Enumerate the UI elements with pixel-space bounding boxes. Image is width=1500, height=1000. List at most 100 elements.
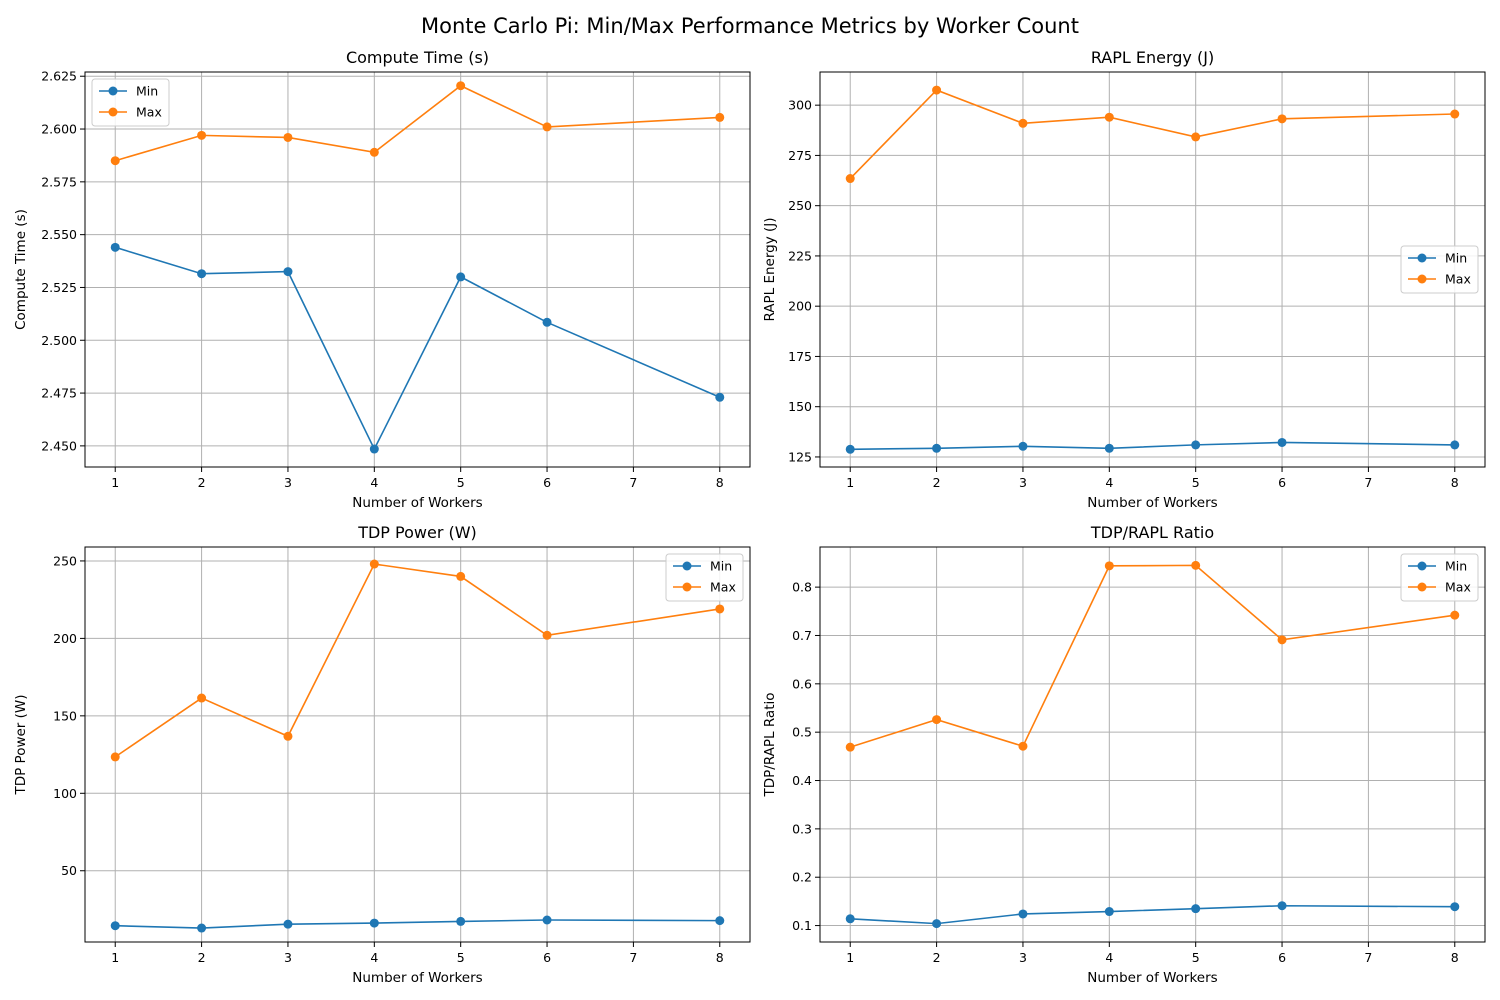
legend: Min Max [91,78,170,127]
legend-label-max: Max [1445,580,1471,595]
legend-marker-max [682,582,692,592]
legend-marker-max [1417,274,1427,284]
axes-frame [819,71,1486,468]
data-point-min [845,444,855,454]
x-tick-label: 2 [933,475,941,490]
y-tick-label: 0.6 [792,676,812,691]
x-tick-label: 5 [1192,950,1200,965]
y-tick-label: 200 [788,299,812,314]
legend-label-min: Min [1445,559,1467,574]
data-point-min [542,915,552,925]
legend-marker-min [1417,253,1427,263]
y-tick-label: 125 [788,449,812,464]
data-point-min [1277,901,1287,911]
legend-marker-max [1417,582,1427,592]
x-tick-label: 7 [629,950,637,965]
data-point-min [283,267,293,277]
subplot-title: RAPL Energy (J) [1091,48,1214,67]
axes-frame [84,546,751,943]
series-line-max [849,89,1455,180]
data-point-min [1191,904,1201,914]
y-tick-label: 250 [788,198,812,213]
data-point-max [845,742,855,752]
x-tick-label: 3 [1019,950,1027,965]
series-line-min [850,904,1455,925]
x-tick-label: 5 [457,475,465,490]
x-axis-label: Number of Workers [352,495,482,511]
data-point-max [369,147,379,157]
series-line-max [115,84,720,162]
x-tick-label: 8 [1451,950,1459,965]
data-point-max [1191,132,1201,142]
legend: Min Max [1400,245,1479,294]
x-tick-label: 6 [543,475,551,490]
x-tick-label: 2 [933,950,941,965]
data-point-min [456,916,466,926]
data-point-min [1104,443,1114,453]
data-point-max [1104,112,1114,122]
data-point-max [1277,114,1287,124]
y-tick-label: 2.475 [41,386,77,401]
data-point-max [369,559,379,569]
data-point-min [456,272,466,282]
subplot-title: TDP/RAPL Ratio [1090,523,1214,542]
x-tick-label: 8 [716,950,724,965]
x-axis-label: Number of Workers [352,970,482,986]
data-point-max [197,693,207,703]
data-point-min [932,443,942,453]
data-point-max [845,174,855,184]
y-tick-label: 150 [53,708,77,723]
legend-marker-max [108,107,118,117]
x-tick-label: 1 [111,950,119,965]
subplot-2: 1 2 3 4 5 6 7 8 125 150 175 200 225 250 275 300 RAPL Ene… [762,48,1486,511]
x-tick-label: 5 [1192,475,1200,490]
x-tick-label: 4 [1105,950,1113,965]
data-point-max [932,85,942,95]
data-point-min [1018,909,1028,919]
y-tick-label: 2.550 [41,227,77,242]
series-line-min [114,246,721,451]
legend-label-min: Min [136,84,158,99]
data-point-max [1018,118,1028,128]
data-point-max [715,112,725,122]
y-tick-label: 0.4 [792,773,812,788]
x-tick-label: 8 [1451,475,1459,490]
data-point-max [1018,741,1028,751]
y-tick-label: 2.625 [41,69,77,84]
x-tick-label: 6 [543,950,551,965]
data-point-min [283,919,293,929]
x-axis-label: Number of Workers [1087,495,1217,511]
legend-marker-min [108,86,118,96]
data-point-max [456,81,466,91]
y-tick-label: 0.2 [792,870,812,885]
legend-label-min: Min [1445,251,1467,266]
legend: Min Max [665,553,744,602]
x-tick-label: 8 [716,475,724,490]
y-tick-label: 200 [53,631,77,646]
y-tick-label: 250 [53,553,77,568]
data-point-min [1450,440,1460,450]
legend-label-max: Max [710,580,736,595]
data-point-max [1104,561,1114,571]
x-tick-label: 1 [111,475,119,490]
legend-label-max: Max [1445,272,1471,287]
data-point-min [1018,441,1028,451]
data-point-max [110,752,120,762]
legend-marker-min [682,561,692,571]
data-point-max [1191,560,1201,570]
legend-marker-min [1417,561,1427,571]
data-point-max [1277,635,1287,645]
x-tick-label: 6 [1278,475,1286,490]
x-tick-label: 2 [198,950,206,965]
x-tick-label: 4 [370,950,378,965]
y-tick-label: 0.1 [792,918,812,933]
x-tick-label: 4 [1105,475,1113,490]
data-point-max [542,630,552,640]
data-point-min [542,317,552,327]
subplot-4: 1 2 3 4 5 6 7 8 0.1 0.2 0.3 0.4 0.5 0.6 0.7 0.8 TDP/RAPL… [762,523,1486,986]
data-point-max [932,715,942,725]
y-tick-label: 2.525 [41,280,77,295]
x-tick-label: 2 [198,475,206,490]
